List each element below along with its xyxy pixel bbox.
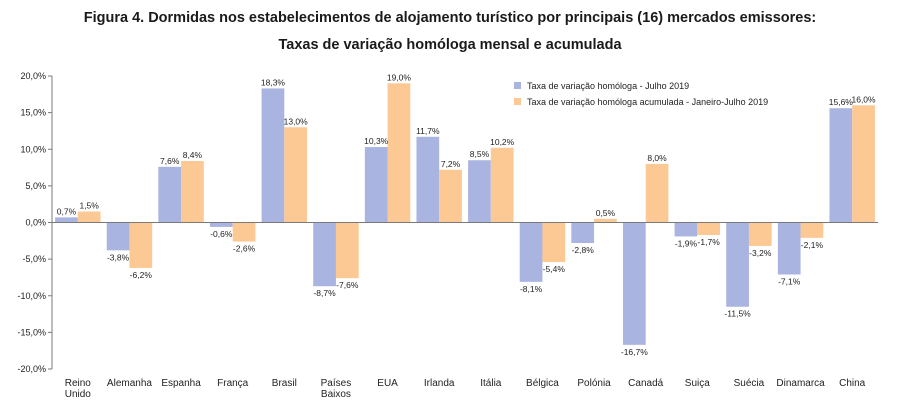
data-label: 18,3% bbox=[261, 77, 286, 87]
chart-subtitle: Taxas de variação homóloga mensal e acum… bbox=[278, 37, 622, 53]
data-label: -2,6% bbox=[233, 244, 256, 254]
bar bbox=[800, 222, 824, 238]
category-label: Países bbox=[321, 378, 352, 389]
bar bbox=[571, 222, 595, 244]
bar bbox=[468, 160, 491, 223]
data-label: 0,7% bbox=[57, 206, 77, 216]
bar bbox=[829, 108, 853, 223]
data-label: 0,5% bbox=[596, 208, 616, 218]
legend-swatch bbox=[514, 98, 521, 105]
data-label: -2,8% bbox=[572, 245, 595, 255]
category-label: Canadá bbox=[628, 378, 663, 389]
category-label: Suécia bbox=[734, 378, 765, 389]
y-tick-label: -10,0% bbox=[17, 291, 46, 301]
y-tick-label: -20,0% bbox=[17, 364, 46, 374]
data-label: 10,2% bbox=[490, 137, 515, 147]
bar bbox=[726, 222, 749, 307]
category-label: Irlanda bbox=[424, 378, 455, 389]
data-label: -6,2% bbox=[130, 270, 153, 280]
y-tick-label: 10,0% bbox=[20, 144, 46, 154]
y-tick-label: 0,0% bbox=[25, 218, 46, 228]
bar bbox=[106, 222, 130, 251]
bar bbox=[181, 160, 204, 223]
bar bbox=[232, 222, 256, 242]
bar bbox=[284, 127, 308, 223]
bar bbox=[439, 169, 462, 223]
category-label: Bélgica bbox=[526, 378, 559, 389]
data-label: -7,1% bbox=[778, 277, 801, 287]
category-label: Brasil bbox=[272, 378, 297, 389]
category-label: China bbox=[839, 378, 866, 389]
bar bbox=[261, 88, 285, 223]
data-label: 10,3% bbox=[364, 136, 389, 146]
data-label: -16,7% bbox=[621, 347, 648, 357]
data-label: 13,0% bbox=[284, 116, 309, 126]
category-label: Espanha bbox=[161, 378, 201, 389]
bar bbox=[594, 218, 617, 223]
data-label: 8,0% bbox=[647, 153, 667, 163]
bar bbox=[490, 147, 514, 223]
data-label: -0,6% bbox=[210, 229, 233, 239]
bar bbox=[209, 222, 233, 227]
bar bbox=[387, 83, 411, 223]
bar bbox=[313, 222, 336, 287]
category-label: Polónia bbox=[577, 378, 611, 389]
plot-area: 20,0% 15,0% 10,0% 5,0% 0,0% -5,0% -10,0% -15,0%… bbox=[17, 71, 878, 400]
y-tick-label: 15,0% bbox=[20, 108, 46, 118]
bar bbox=[55, 217, 78, 223]
bar bbox=[748, 222, 772, 246]
legend-label: Taxa de variação homóloga acumulada - Ja… bbox=[527, 97, 768, 107]
data-label: -11,5% bbox=[724, 309, 751, 319]
data-label: -8,1% bbox=[520, 284, 543, 294]
bar bbox=[335, 222, 359, 279]
category-label: França bbox=[217, 378, 249, 389]
chart-title: Figura 4. Dormidas nos estabelecimentos … bbox=[84, 10, 816, 26]
data-label: 11,7% bbox=[416, 126, 440, 136]
data-label: 8,4% bbox=[183, 150, 203, 160]
data-label: 1,5% bbox=[79, 201, 99, 211]
bar bbox=[77, 211, 101, 223]
y-tick-label: 20,0% bbox=[20, 71, 46, 81]
category-label: EUA bbox=[377, 378, 398, 389]
data-label: -8,7% bbox=[313, 288, 336, 298]
bar bbox=[697, 222, 721, 235]
bar bbox=[852, 105, 875, 223]
y-tick-label: 5,0% bbox=[25, 181, 46, 191]
bar bbox=[416, 136, 440, 223]
category-label: Reino bbox=[65, 378, 92, 389]
bar bbox=[364, 147, 388, 223]
legend-swatch bbox=[514, 82, 521, 89]
data-label: -1,9% bbox=[675, 238, 698, 248]
data-label: -5,4% bbox=[543, 264, 566, 274]
bar bbox=[158, 166, 182, 223]
bar bbox=[519, 222, 543, 282]
legend-label: Taxa de variação homóloga - Julho 2019 bbox=[527, 81, 689, 91]
category-label: Suiça bbox=[685, 378, 710, 389]
data-label: 15,6% bbox=[829, 97, 854, 107]
bar bbox=[645, 163, 669, 223]
bar bbox=[777, 222, 801, 275]
data-label: -2,1% bbox=[801, 240, 824, 250]
data-label: -1,7% bbox=[698, 237, 721, 247]
data-label: 16,0% bbox=[851, 94, 876, 104]
data-label: 7,6% bbox=[160, 156, 180, 166]
category-label: Alemanha bbox=[107, 378, 152, 389]
bar bbox=[542, 222, 566, 263]
category-label: Dinamarca bbox=[776, 378, 825, 389]
data-label: -7,6% bbox=[336, 280, 359, 290]
data-label: 19,0% bbox=[387, 72, 412, 82]
bar bbox=[674, 222, 698, 237]
category-label: Baixos bbox=[321, 389, 351, 400]
bar bbox=[129, 222, 153, 268]
bar bbox=[622, 222, 646, 345]
data-label: 8,5% bbox=[470, 149, 490, 159]
category-label: Unido bbox=[65, 389, 92, 400]
y-tick-label: -5,0% bbox=[22, 254, 46, 264]
data-label: 7,2% bbox=[441, 159, 461, 169]
y-tick-label: -15,0% bbox=[17, 327, 46, 337]
category-label: Itália bbox=[480, 378, 502, 389]
data-label: -3,8% bbox=[107, 252, 130, 262]
data-label: -3,2% bbox=[749, 248, 772, 258]
